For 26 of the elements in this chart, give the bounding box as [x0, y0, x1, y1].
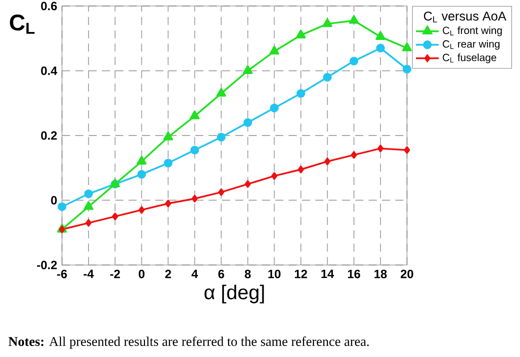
y-tick-label: -0.2 — [37, 260, 57, 270]
x-tick-label: 6 — [218, 270, 224, 278]
legend-label: C$_{L}$ fuselage — [442, 54, 496, 64]
x-tick-label: -2 — [110, 270, 120, 278]
legend-label: C$_{L}$ front wing — [442, 26, 502, 36]
x-tick-label: 10 — [268, 270, 280, 278]
x-tick-label: 14 — [321, 270, 334, 278]
x-tick-label: 16 — [348, 270, 360, 278]
x-tick-label: 0 — [138, 270, 144, 278]
legend-label: C$_{L}$ rear wing — [442, 40, 500, 50]
x-axis-title: α [deg] — [204, 284, 264, 304]
x-tick-label: 12 — [294, 270, 308, 278]
x-tick-label: -6 — [57, 270, 67, 278]
y-axis-title: C$_{L}$ — [10, 14, 35, 34]
text: Notes: All presented results are referred to the same reference area. — [8, 336, 369, 349]
x-tick-label: 18 — [374, 270, 387, 278]
y-tick-label: 0.6 — [41, 2, 57, 10]
x-tick-label: 8 — [244, 270, 251, 278]
x-tick-label: 20 — [400, 270, 414, 278]
y-tick-label: 0.2 — [41, 131, 57, 140]
y-tick-label: 0.4 — [41, 66, 58, 76]
x-tick-label: 4 — [192, 270, 198, 278]
y-tick-label: 0 — [51, 196, 57, 205]
x-tick-label: -4 — [84, 270, 94, 278]
legend-title: C$_{L}$ versus AoA — [424, 12, 506, 22]
x-tick-label: 2 — [165, 270, 172, 278]
